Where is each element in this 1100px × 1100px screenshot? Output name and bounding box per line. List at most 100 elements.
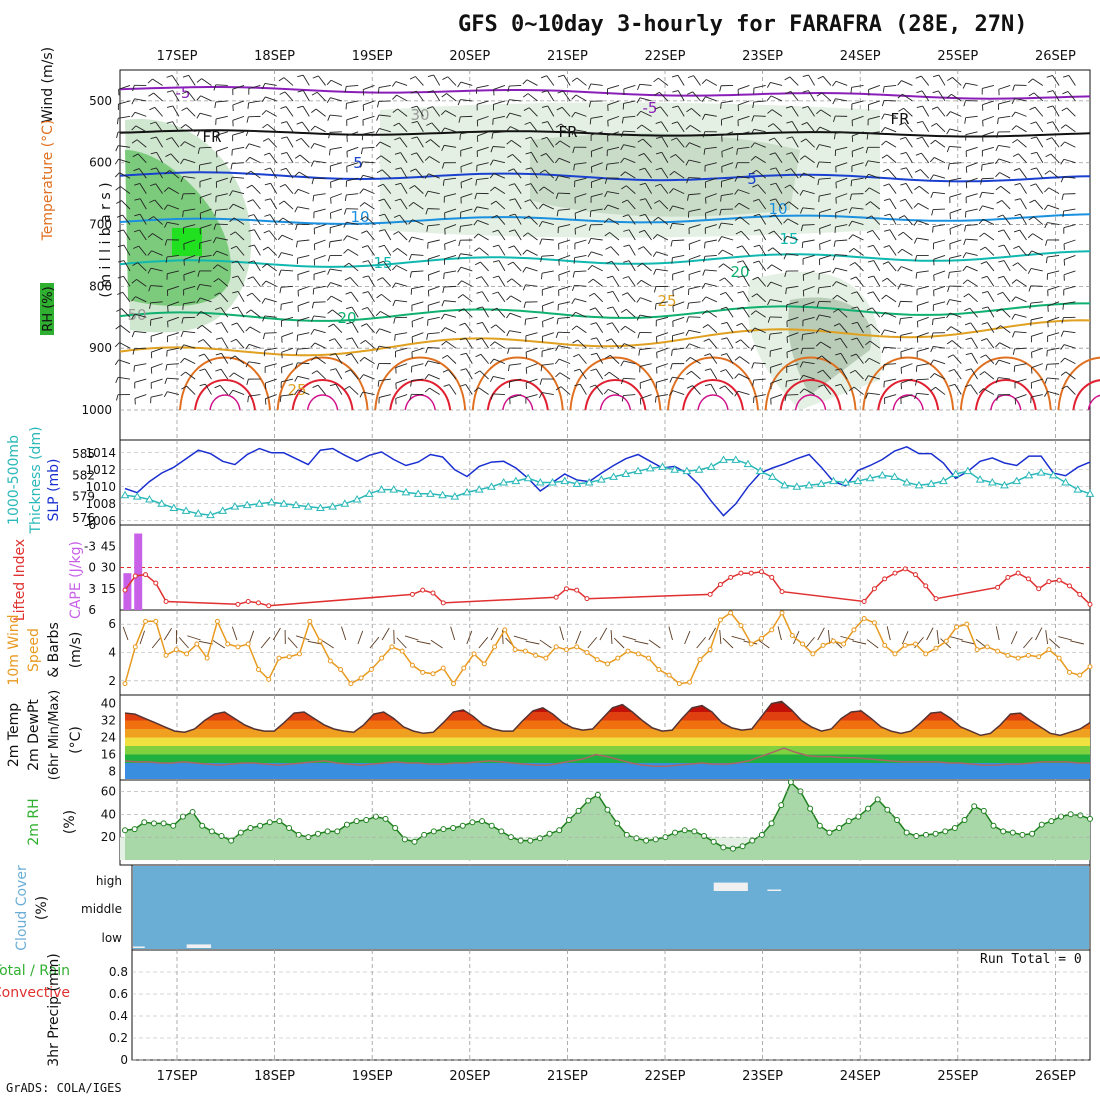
wind-barb — [933, 270, 946, 276]
thickness-line-point — [303, 502, 313, 510]
wind-barb — [139, 229, 147, 241]
rh-line-point — [324, 828, 331, 835]
wind-barb — [237, 306, 245, 318]
wind-barb — [672, 332, 685, 337]
wind-barb-flag — [816, 355, 822, 360]
wind-barb-flag — [639, 167, 646, 171]
wind-barb — [335, 353, 343, 364]
wind-barb-flag — [769, 214, 776, 218]
wind-barb — [595, 368, 604, 380]
wind-barb-flag — [344, 277, 351, 281]
wind-barb-flag — [522, 267, 527, 273]
wind-barb — [249, 326, 261, 334]
wind-barb-flag — [134, 213, 141, 217]
wind-barb — [509, 363, 522, 366]
wind-barb — [753, 100, 766, 103]
wind-barb — [349, 386, 359, 395]
wind-barb — [411, 332, 424, 338]
wind-barb-flag — [1030, 121, 1037, 125]
wind-barb-flag — [964, 322, 971, 326]
li-line-point — [1005, 574, 1011, 580]
wind-barb-flag — [946, 93, 952, 99]
wind-barb — [1052, 121, 1060, 133]
wind-barb-flag — [981, 322, 988, 325]
rh-line-point — [643, 837, 650, 844]
wind-barb — [427, 316, 440, 321]
wind-barb — [298, 389, 310, 395]
wind-barb-flag — [196, 311, 202, 317]
wind-barb — [952, 77, 962, 86]
wind-barb — [362, 174, 375, 179]
wind-barb — [215, 100, 228, 103]
wind-barb — [264, 347, 277, 351]
wind-barb-flag — [295, 241, 298, 248]
wind-barb — [463, 308, 473, 318]
wind-barb-flag — [865, 201, 871, 206]
wind-barb-flag — [376, 114, 380, 121]
wind-barb-flag — [734, 216, 741, 221]
wind-barb — [509, 312, 522, 318]
wind-barb — [204, 368, 212, 380]
cloud-bar — [713, 882, 748, 891]
wind-barb-flag — [114, 172, 120, 178]
wind-barb-flag — [460, 368, 467, 371]
li-line-point — [153, 580, 159, 586]
wind-barb-flag — [898, 107, 904, 112]
wind-barb-flag — [457, 266, 462, 273]
wind-barb — [558, 157, 571, 164]
wind-barb — [317, 384, 326, 395]
wind-barb — [560, 386, 571, 395]
wind-barb — [822, 76, 832, 86]
wind-barb — [153, 216, 163, 225]
wind-barb — [658, 77, 669, 86]
wind-barb — [786, 332, 799, 338]
rh-tick: 40 — [101, 807, 116, 821]
wind-barb-flag — [686, 370, 692, 375]
wind-barb-flag — [443, 273, 445, 280]
wind-barb-flag — [182, 210, 184, 217]
wind-barb-flag — [979, 246, 986, 251]
wind-speed-line-point — [851, 627, 857, 633]
wind-barb-flag — [785, 288, 787, 295]
contour-minus5 — [119, 86, 1091, 100]
wind-barb — [775, 198, 783, 210]
wind-barb-flag — [965, 352, 972, 356]
wind-barb — [998, 85, 1011, 90]
wind-barb — [155, 183, 163, 194]
wind-barb-flag — [670, 137, 677, 141]
wind-barb — [134, 313, 147, 318]
wind-barb — [791, 152, 799, 163]
wind-barb-flag — [835, 352, 842, 356]
wind-barb — [362, 115, 375, 121]
wind-barb-flag — [849, 262, 856, 266]
wind-barb — [156, 152, 163, 163]
wind-barb — [576, 325, 587, 334]
wind-barb — [822, 369, 832, 380]
wind-barb — [986, 276, 995, 287]
wind-barb-flag — [1027, 233, 1033, 239]
wind-barb-flag — [506, 312, 511, 319]
wind-barb — [427, 347, 440, 349]
wind-barb — [623, 144, 636, 148]
wind-barb-flag — [490, 186, 496, 192]
pressure-tick: 800 — [89, 279, 112, 293]
wind-barb — [383, 261, 392, 272]
wind-barb — [346, 221, 359, 225]
wind-barb — [852, 234, 864, 241]
wind-barb — [314, 342, 326, 349]
wind-barb — [167, 285, 180, 291]
li-line-point — [861, 599, 867, 604]
wind-barb-flag — [359, 356, 365, 362]
wind-barb-flag — [376, 293, 382, 299]
wind-barb — [249, 156, 261, 164]
wind-barb — [661, 121, 669, 133]
wind-speed-line-point — [348, 681, 354, 687]
wind-barb — [757, 184, 767, 194]
wind-barb — [363, 100, 375, 106]
wind-barb-flag — [441, 340, 447, 346]
wind-barb — [395, 378, 408, 384]
wind-barb — [215, 115, 228, 120]
wind-barb — [786, 235, 799, 241]
wind-barb-flag — [440, 127, 446, 134]
wind-barb — [121, 200, 131, 210]
